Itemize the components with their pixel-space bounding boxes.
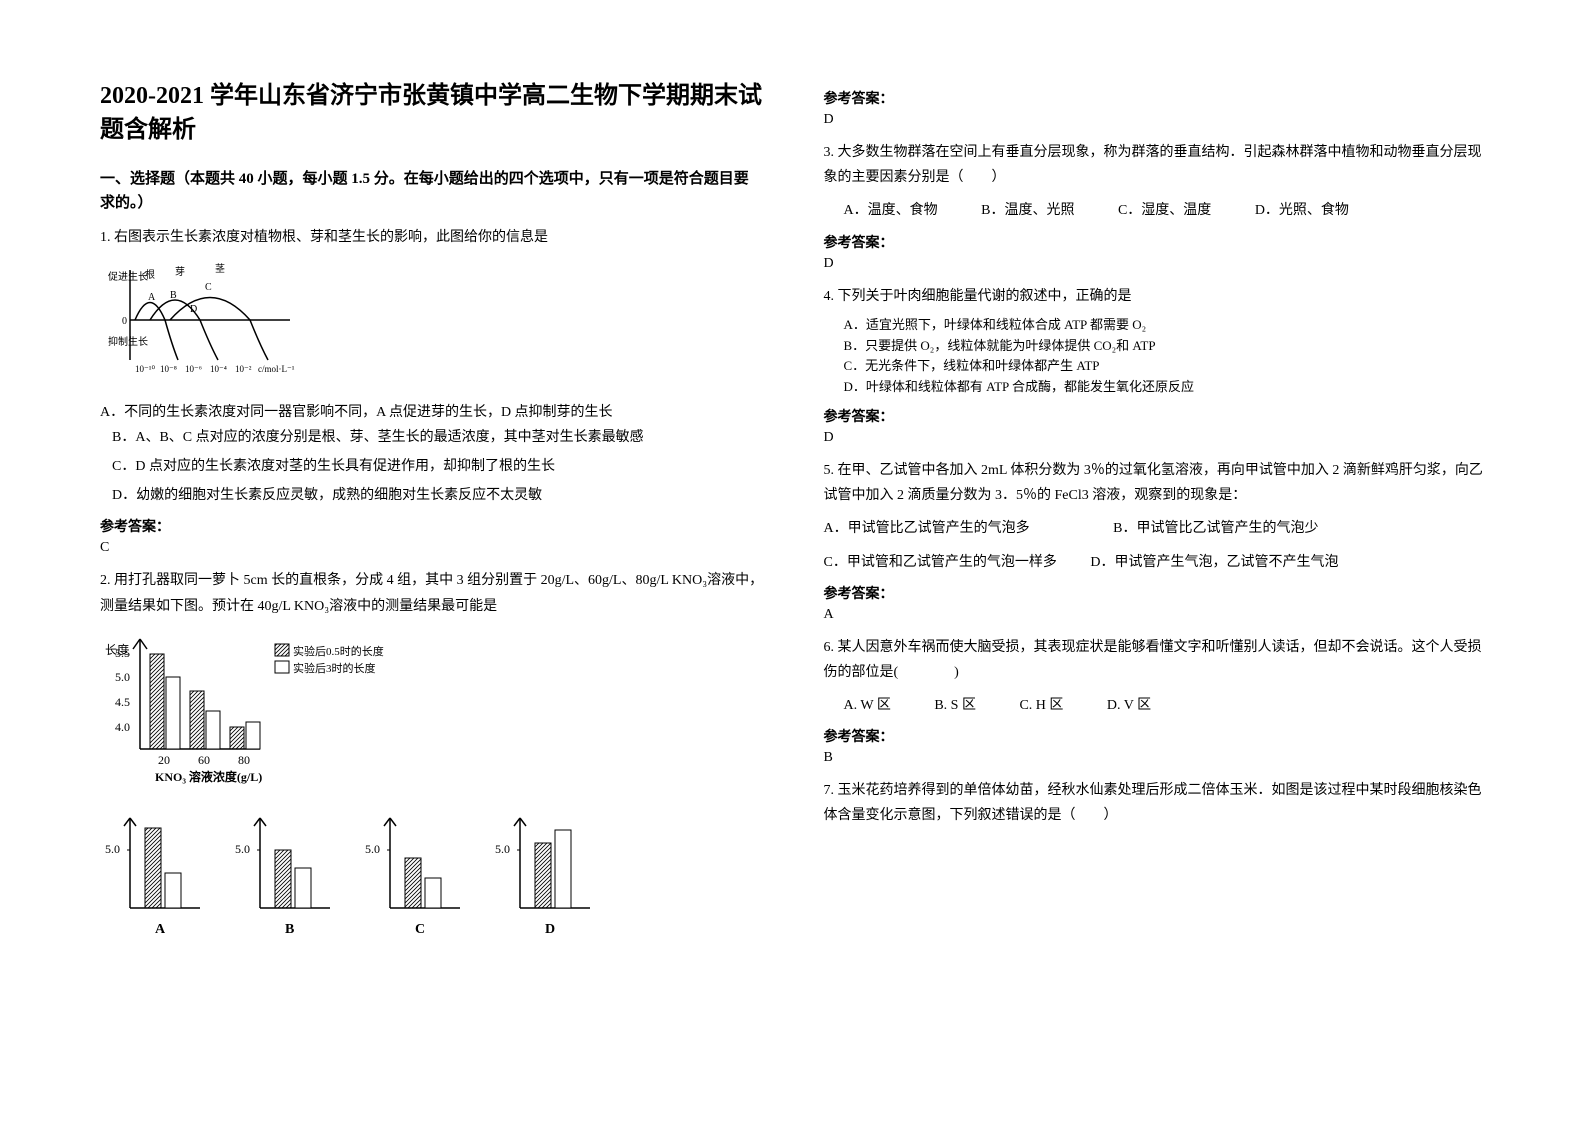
q1-optC: C．D 点对应的生长素浓度对茎的生长具有促进作用，却抑制了根的生长 (112, 454, 764, 479)
svg-text:C: C (415, 922, 425, 937)
svg-text:抑制生长: 抑制生长 (108, 335, 148, 348)
svg-text:茎: 茎 (215, 263, 225, 275)
q4-optA: A．适宜光照下，叶绿体和线粒体合成 ATP 都需要 O₂ (844, 315, 1488, 336)
svg-text:根: 根 (145, 268, 155, 281)
q5-optB: B．甲试管比乙试管产生的气泡少 (1113, 516, 1318, 541)
q4-optB: B．只要提供 O₂，线粒体就能为叶绿体提供 CO₂和 ATP (844, 336, 1488, 357)
svg-text:4.5: 4.5 (115, 695, 130, 709)
q4-answer-label: 参考答案： (824, 406, 1488, 426)
q5-optD: D．甲试管产生气泡，乙试管不产生气泡 (1090, 550, 1338, 575)
q1-text: 1. 右图表示生长素浓度对植物根、芽和茎生长的影响，此图给你的信息是 (100, 225, 764, 250)
svg-text:B: B (285, 922, 294, 937)
right-column: 参考答案： D 3. 大多数生物群落在空间上有垂直分层现象，称为群落的垂直结构．… (824, 80, 1488, 967)
svg-text:实验后3时的长度: 实验后3时的长度 (293, 661, 376, 675)
svg-text:A: A (148, 292, 156, 303)
q5-answer-label: 参考答案： (824, 583, 1488, 603)
page-container: 2020-2021 学年山东省济宁市张黄镇中学高二生物下学期期末试题含解析 一、… (100, 80, 1487, 967)
svg-text:0: 0 (122, 316, 127, 327)
q3-optC: C．湿度、温度 (1118, 198, 1211, 223)
q6-optA: A. W 区 (844, 693, 891, 718)
q2-main-chart: 长度 5.5 5.0 4.5 4.0 20 60 (100, 629, 764, 798)
q3-text: 3. 大多数生物群落在空间上有垂直分层现象，称为群落的垂直结构．引起森林群落中植… (824, 140, 1488, 190)
q1-answer: C (100, 540, 764, 556)
q4-optD: D．叶绿体和线粒体都有 ATP 合成酶，都能发生氧化还原反应 (844, 377, 1488, 398)
q4-text: 4. 下列关于叶肉细胞能量代谢的叙述中，正确的是 (824, 284, 1488, 309)
q6-optD: D. V 区 (1107, 693, 1151, 718)
q1-optB: B．A、B、C 点对应的浓度分别是根、芽、茎生长的最适浓度，其中茎对生长素最敏感 (112, 425, 764, 450)
svg-text:实验后0.5时的长度: 实验后0.5时的长度 (293, 644, 384, 658)
kno3-bar-chart: 长度 5.5 5.0 4.5 4.0 20 60 (100, 629, 390, 789)
q5-optC: C．甲试管和乙试管产生的气泡一样多 (824, 550, 1057, 575)
svg-text:D: D (545, 922, 555, 937)
question-3: 3. 大多数生物群落在空间上有垂直分层现象，称为群落的垂直结构．引起森林群落中植… (824, 140, 1488, 224)
svg-text:D: D (190, 304, 197, 315)
svg-text:c/mol·L⁻¹: c/mol·L⁻¹ (258, 364, 295, 374)
question-6: 6. 某人因意外车祸而使大脑受损，其表现症状是能够看懂文字和听懂别人读话，但却不… (824, 635, 1488, 719)
svg-text:KNO₃ 溶液浓度(g/L): KNO₃ 溶液浓度(g/L) (155, 769, 262, 784)
svg-text:5.0: 5.0 (495, 842, 510, 856)
option-mini-charts: 5.0 A 5.0 (100, 808, 620, 948)
svg-text:5.0: 5.0 (105, 842, 120, 856)
exam-title: 2020-2021 学年山东省济宁市张黄镇中学高二生物下学期期末试题含解析 (100, 80, 764, 147)
q3-optD: D．光照、食物 (1255, 198, 1349, 223)
q2-answer-label: 参考答案： (824, 88, 1488, 108)
q3-optB: B．温度、光照 (981, 198, 1074, 223)
section-header: 一、选择题（本题共 40 小题，每小题 1.5 分。在每小题给出的四个选项中，只… (100, 167, 764, 215)
svg-text:5.0: 5.0 (115, 670, 130, 684)
svg-text:10⁻⁶: 10⁻⁶ (185, 364, 202, 374)
svg-text:10⁻⁴: 10⁻⁴ (210, 364, 227, 374)
q4-optC: C．无光条件下，线粒体和叶绿体都产生 ATP (844, 356, 1488, 377)
q6-optB: B. S 区 (934, 693, 976, 718)
svg-text:60: 60 (198, 753, 210, 767)
q1-graph: 促进生长 抑制生长 0 根 芽 茎 A B C D 10⁻¹⁰ 10⁻⁸ (100, 260, 764, 389)
q3-options: A．温度、食物 B．温度、光照 C．湿度、温度 D．光照、食物 (844, 198, 1488, 223)
svg-text:芽: 芽 (175, 265, 185, 278)
svg-text:4.0: 4.0 (115, 720, 130, 734)
svg-text:10⁻²: 10⁻² (235, 364, 252, 374)
q1-answer-label: 参考答案： (100, 516, 764, 536)
q1-optD: D．幼嫩的细胞对生长素反应灵敏，成熟的细胞对生长素反应不太灵敏 (112, 483, 764, 508)
question-5: 5. 在甲、乙试管中各加入 2mL 体积分数为 3％的过氧化氢溶液，再向甲试管中… (824, 458, 1488, 575)
svg-text:促进生长: 促进生长 (108, 270, 148, 283)
question-2: 2. 用打孔器取同一萝卜 5cm 长的直根条，分成 4 组，其中 3 组分别置于… (100, 568, 764, 957)
svg-text:C: C (205, 282, 212, 293)
svg-text:20: 20 (158, 753, 170, 767)
svg-text:B: B (170, 290, 177, 301)
q6-answer-label: 参考答案： (824, 726, 1488, 746)
q7-text: 7. 玉米花药培养得到的单倍体幼苗，经秋水仙素处理后形成二倍体玉米．如图是该过程… (824, 778, 1488, 828)
q5-answer: A (824, 607, 1488, 623)
q3-answer: D (824, 256, 1488, 272)
svg-text:5.5: 5.5 (115, 646, 130, 660)
q6-text: 6. 某人因意外车祸而使大脑受损，其表现症状是能够看懂文字和听懂别人读话，但却不… (824, 635, 1488, 685)
q2-option-charts: 5.0 A 5.0 (100, 808, 764, 957)
svg-text:A: A (155, 922, 166, 937)
q1-optA: A．不同的生长素浓度对同一器官影响不同，A 点促进芽的生长，D 点抑制芽的生长 (100, 400, 764, 425)
q3-answer-label: 参考答案： (824, 232, 1488, 252)
q2-answer: D (824, 112, 1488, 128)
svg-text:5.0: 5.0 (235, 842, 250, 856)
q6-options: A. W 区 B. S 区 C. H 区 D. V 区 (844, 693, 1488, 718)
auxin-curve-graph: 促进生长 抑制生长 0 根 芽 茎 A B C D 10⁻¹⁰ 10⁻⁸ (100, 260, 300, 380)
q6-answer: B (824, 750, 1488, 766)
q4-answer: D (824, 430, 1488, 446)
question-4: 4. 下列关于叶肉细胞能量代谢的叙述中，正确的是 A．适宜光照下，叶绿体和线粒体… (824, 284, 1488, 398)
svg-text:80: 80 (238, 753, 250, 767)
svg-text:5.0: 5.0 (365, 842, 380, 856)
q3-optA: A．温度、食物 (844, 198, 938, 223)
svg-text:10⁻¹⁰: 10⁻¹⁰ (135, 364, 155, 374)
svg-text:10⁻⁸: 10⁻⁸ (160, 364, 177, 374)
question-7: 7. 玉米花药培养得到的单倍体幼苗，经秋水仙素处理后形成二倍体玉米．如图是该过程… (824, 778, 1488, 828)
q5-text: 5. 在甲、乙试管中各加入 2mL 体积分数为 3％的过氧化氢溶液，再向甲试管中… (824, 458, 1488, 508)
q2-text: 2. 用打孔器取同一萝卜 5cm 长的直根条，分成 4 组，其中 3 组分别置于… (100, 568, 764, 618)
q6-optC: C. H 区 (1019, 693, 1063, 718)
question-1: 1. 右图表示生长素浓度对植物根、芽和茎生长的影响，此图给你的信息是 促进生长 … (100, 225, 764, 508)
left-column: 2020-2021 学年山东省济宁市张黄镇中学高二生物下学期期末试题含解析 一、… (100, 80, 764, 967)
q5-optA: A．甲试管比乙试管产生的气泡多 (824, 516, 1030, 541)
